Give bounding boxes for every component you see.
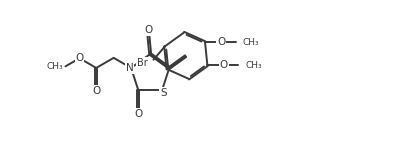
- Text: O: O: [75, 53, 84, 63]
- Text: Br: Br: [137, 58, 147, 68]
- Text: N: N: [125, 63, 133, 73]
- Text: O: O: [220, 60, 228, 70]
- Text: CH₃: CH₃: [245, 61, 262, 70]
- Text: CH₃: CH₃: [47, 62, 64, 71]
- Text: O: O: [92, 86, 100, 96]
- Text: O: O: [134, 109, 143, 119]
- Text: CH₃: CH₃: [243, 38, 260, 47]
- Text: O: O: [144, 25, 152, 35]
- Text: S: S: [160, 88, 167, 98]
- Text: O: O: [217, 37, 225, 47]
